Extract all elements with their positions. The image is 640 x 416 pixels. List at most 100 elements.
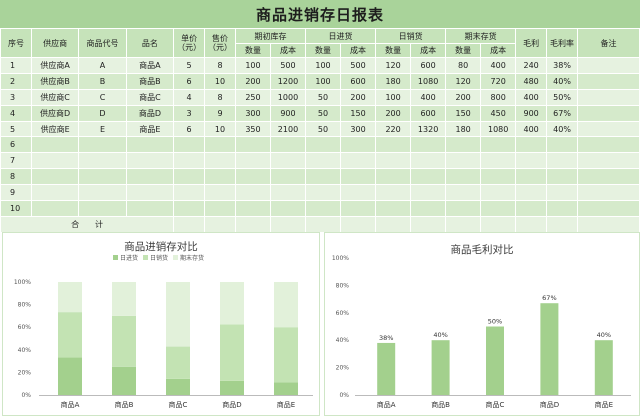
cell-unit-price[interactable]: 4 xyxy=(173,88,206,106)
cell-open-cost[interactable]: 900 xyxy=(269,104,307,122)
cell-sold-cost[interactable] xyxy=(410,200,447,217)
cell-open-qty[interactable] xyxy=(234,168,271,186)
cell-seq[interactable]: 2 xyxy=(0,72,32,90)
cell-margin[interactable]: 38% xyxy=(546,57,578,74)
cell-unit-price[interactable] xyxy=(173,152,206,170)
cell-in-cost[interactable] xyxy=(340,200,377,217)
total-cell[interactable] xyxy=(204,215,236,233)
header-cost[interactable]: 成本 xyxy=(340,43,377,58)
header-seq[interactable]: 序号 xyxy=(0,28,32,58)
total-cell[interactable] xyxy=(445,215,482,233)
cell-sold-qty[interactable] xyxy=(375,184,412,202)
cell-sold-qty[interactable]: 100 xyxy=(375,88,412,106)
cell-in-cost[interactable]: 300 xyxy=(340,120,377,138)
total-cell[interactable] xyxy=(340,215,377,233)
cell-sold-qty[interactable] xyxy=(375,168,412,186)
cell-in-qty[interactable] xyxy=(304,168,342,186)
cell-seq[interactable]: 3 xyxy=(0,88,32,106)
cell-open-qty[interactable] xyxy=(234,136,271,154)
cell-seq[interactable]: 9 xyxy=(0,184,32,202)
header-in[interactable]: 日进货 xyxy=(304,28,377,44)
cell-supplier[interactable]: 供应商E xyxy=(30,120,80,138)
cell-in-cost[interactable]: 600 xyxy=(340,72,377,90)
cell-unit-price[interactable] xyxy=(173,136,206,154)
header-cost[interactable]: 成本 xyxy=(410,43,447,58)
cell-name[interactable] xyxy=(125,168,175,186)
header-qty[interactable]: 数量 xyxy=(304,43,342,58)
cell-note[interactable] xyxy=(577,152,640,170)
cell-name[interactable] xyxy=(125,200,175,217)
cell-unit-price[interactable] xyxy=(173,168,206,186)
header-margin[interactable]: 毛利率 xyxy=(546,28,578,58)
header-sold[interactable]: 日销货 xyxy=(375,28,447,44)
header-cost[interactable]: 成本 xyxy=(480,43,517,58)
cell-seq[interactable]: 1 xyxy=(0,57,32,74)
cell-code[interactable]: C xyxy=(78,88,127,106)
cell-open-qty[interactable]: 100 xyxy=(234,57,271,74)
header-supplier[interactable]: 供应商 xyxy=(30,28,80,58)
total-cell[interactable] xyxy=(173,215,206,233)
cell-margin[interactable]: 67% xyxy=(546,104,578,122)
cell-in-qty[interactable] xyxy=(304,200,342,217)
header-unit-price[interactable]: 单价（元） xyxy=(173,28,206,58)
cell-in-qty[interactable]: 50 xyxy=(304,104,342,122)
cell-in-qty[interactable] xyxy=(304,136,342,154)
cell-open-qty[interactable]: 200 xyxy=(234,72,271,90)
header-cost[interactable]: 成本 xyxy=(269,43,307,58)
cell-in-qty[interactable]: 100 xyxy=(304,57,342,74)
cell-unit-price[interactable]: 3 xyxy=(173,104,206,122)
cell-name[interactable] xyxy=(125,152,175,170)
cell-in-cost[interactable] xyxy=(340,168,377,186)
cell-open-qty[interactable]: 350 xyxy=(234,120,271,138)
cell-profit[interactable]: 900 xyxy=(515,104,548,122)
cell-supplier[interactable] xyxy=(30,184,80,202)
cell-name[interactable] xyxy=(125,136,175,154)
cell-close-cost[interactable] xyxy=(480,184,517,202)
cell-sale-price[interactable] xyxy=(204,136,236,154)
cell-name[interactable]: 商品E xyxy=(125,120,175,138)
cell-sale-price[interactable] xyxy=(204,168,236,186)
cell-open-cost[interactable] xyxy=(269,200,307,217)
cell-close-qty[interactable] xyxy=(445,184,482,202)
cell-margin[interactable]: 50% xyxy=(546,88,578,106)
total-cell[interactable] xyxy=(577,215,640,233)
cell-code[interactable]: A xyxy=(78,57,127,74)
cell-close-qty[interactable] xyxy=(445,200,482,217)
cell-open-cost[interactable] xyxy=(269,168,307,186)
cell-profit[interactable]: 480 xyxy=(515,72,548,90)
cell-unit-price[interactable] xyxy=(173,184,206,202)
cell-close-cost[interactable] xyxy=(480,152,517,170)
cell-margin[interactable]: 40% xyxy=(546,72,578,90)
cell-sold-qty[interactable]: 120 xyxy=(375,57,412,74)
cell-name[interactable]: 商品A xyxy=(125,57,175,74)
cell-unit-price[interactable]: 5 xyxy=(173,57,206,74)
cell-open-cost[interactable]: 500 xyxy=(269,57,307,74)
cell-sale-price[interactable]: 9 xyxy=(204,104,236,122)
cell-close-qty[interactable] xyxy=(445,136,482,154)
header-opening[interactable]: 期初库存 xyxy=(234,28,307,44)
cell-sold-qty[interactable]: 220 xyxy=(375,120,412,138)
cell-sold-cost[interactable]: 1320 xyxy=(410,120,447,138)
cell-open-cost[interactable] xyxy=(269,152,307,170)
cell-seq[interactable]: 6 xyxy=(0,136,32,154)
total-cell[interactable] xyxy=(234,215,271,233)
cell-name[interactable]: 商品D xyxy=(125,104,175,122)
cell-supplier[interactable] xyxy=(30,152,80,170)
cell-close-cost[interactable]: 720 xyxy=(480,72,517,90)
cell-code[interactable] xyxy=(78,136,127,154)
cell-profit[interactable]: 240 xyxy=(515,57,548,74)
cell-open-cost[interactable]: 1200 xyxy=(269,72,307,90)
cell-profit[interactable]: 400 xyxy=(515,88,548,106)
cell-close-cost[interactable]: 400 xyxy=(480,57,517,74)
cell-supplier[interactable]: 供应商C xyxy=(30,88,80,106)
cell-note[interactable] xyxy=(577,168,640,186)
total-cell[interactable] xyxy=(375,215,412,233)
cell-sale-price[interactable]: 10 xyxy=(204,120,236,138)
cell-note[interactable] xyxy=(577,104,640,122)
cell-open-cost[interactable] xyxy=(269,136,307,154)
cell-supplier[interactable] xyxy=(30,200,80,217)
header-qty[interactable]: 数量 xyxy=(234,43,271,58)
cell-code[interactable] xyxy=(78,200,127,217)
cell-seq[interactable]: 5 xyxy=(0,120,32,138)
cell-supplier[interactable] xyxy=(30,168,80,186)
